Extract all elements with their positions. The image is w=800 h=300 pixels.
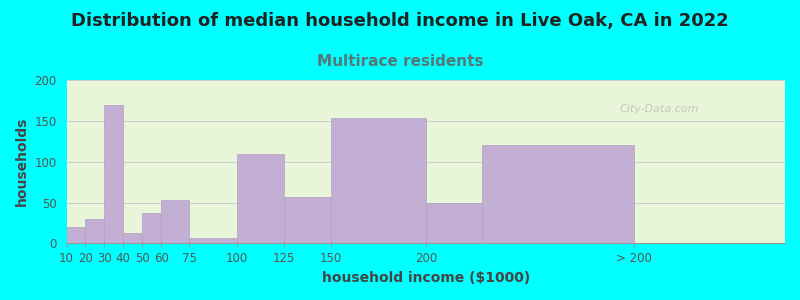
Bar: [331, 118, 426, 243]
Bar: [86, 219, 104, 243]
Bar: [123, 233, 142, 243]
Y-axis label: households: households: [15, 117, 29, 206]
Bar: [104, 104, 123, 243]
Bar: [161, 200, 190, 243]
Bar: [66, 227, 86, 243]
Bar: [482, 146, 634, 243]
Bar: [237, 154, 284, 243]
X-axis label: household income ($1000): household income ($1000): [322, 271, 530, 285]
Bar: [426, 202, 482, 243]
Bar: [142, 213, 161, 243]
Bar: [190, 238, 237, 243]
Text: Multirace residents: Multirace residents: [317, 54, 483, 69]
Text: Distribution of median household income in Live Oak, CA in 2022: Distribution of median household income …: [71, 12, 729, 30]
Bar: [284, 197, 331, 243]
Text: City-Data.com: City-Data.com: [620, 104, 699, 114]
